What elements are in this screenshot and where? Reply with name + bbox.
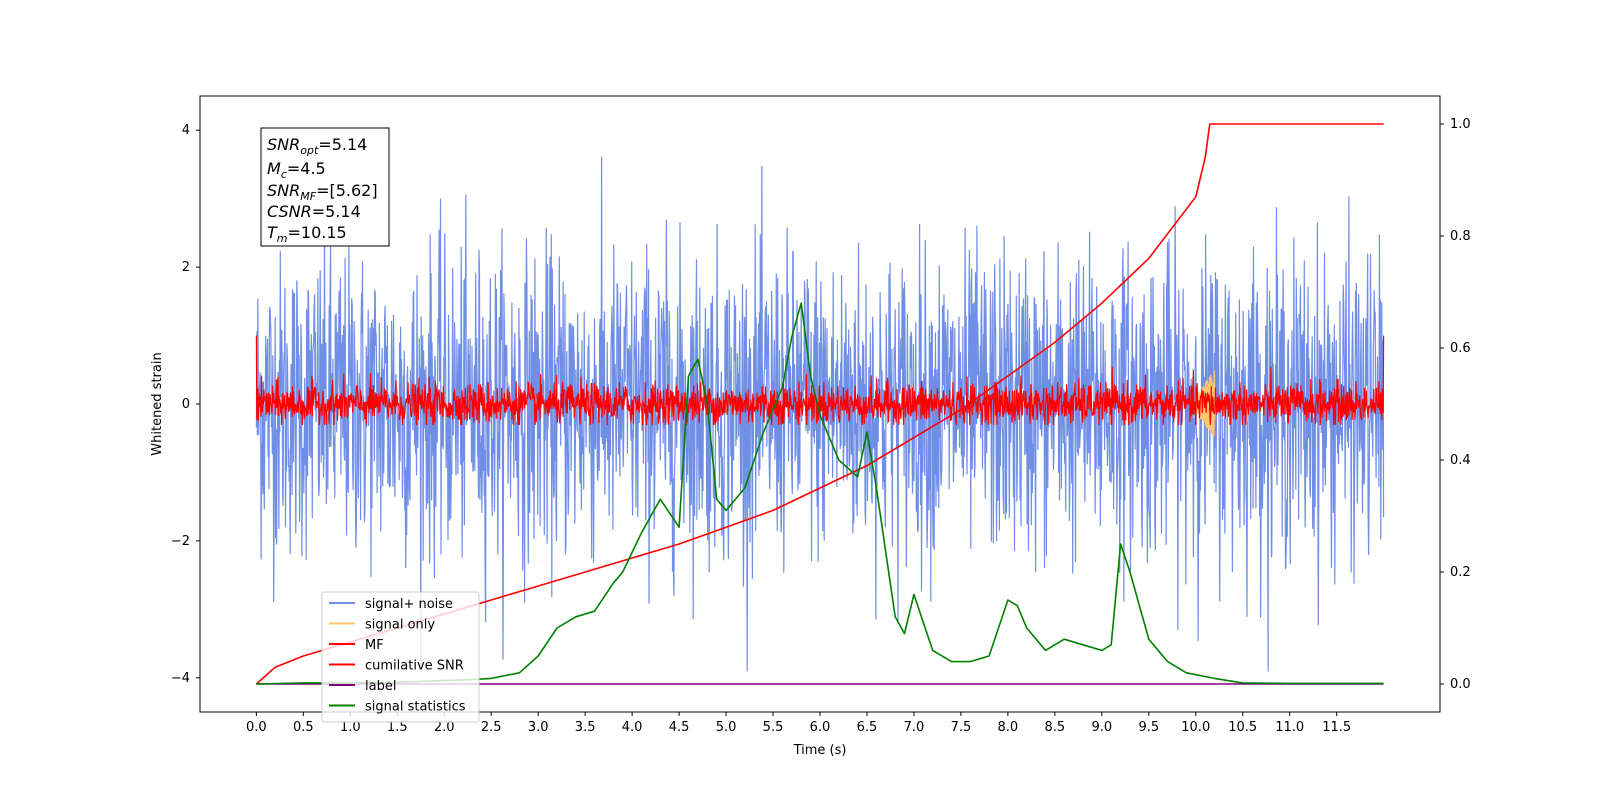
x-tick-label: 2.5 [481,720,502,735]
x-tick-label: 0.5 [293,720,314,735]
x-tick-label: 3.5 [575,720,596,735]
y2-tick-label: 0.4 [1450,453,1471,468]
legend-label-cumilative-snr: cumilative SNR [365,659,464,674]
y-axis-label: Whitened strain [150,352,165,455]
series-signal-noise [255,156,1385,672]
annotation-mc: Mc=4.5 [267,159,326,181]
legend: signal+ noise signal only MF cumilative SNR… [321,591,480,723]
x-tick-label: 1.0 [340,720,361,735]
annotation-csnr: CSNR=5.14 [267,202,361,221]
x-tick-label: 10.0 [1181,720,1210,735]
y-tick-label: −4 [171,671,190,686]
x-tick-label: 7.0 [904,720,925,735]
legend-box [321,591,480,723]
legend-label-signal-noise: signal+ noise [365,597,453,612]
x-tick-label: 6.0 [810,720,831,735]
y-tick-label: 4 [182,123,190,138]
x-tick-label: 5.0 [716,720,737,735]
x-tick-label: 4.0 [622,720,643,735]
x-tick-label: 11.5 [1322,720,1351,735]
x-tick-label: 9.0 [1091,720,1112,735]
series-mf [255,335,1385,426]
y-tick-label: −2 [171,534,190,549]
x-tick-label: 6.5 [857,720,878,735]
x-tick-label: 1.5 [387,720,408,735]
x-tick-label: 5.5 [763,720,784,735]
y-tick-label: 0 [182,397,190,412]
y2-tick-label: 0.8 [1450,229,1471,244]
x-tick-label: 7.5 [951,720,972,735]
x-tick-label: 4.5 [669,720,690,735]
x-tick-label: 10.5 [1228,720,1257,735]
x-tick-label: 9.5 [1138,720,1159,735]
annotation-box: SNRopt=5.14 Mc=4.5 SNRMF=[5.62] CSNR=5.1… [260,127,390,247]
x-axis: 0.0 0.5 1.0 1.5 2.0 2.5 3.0 3.5 4.0 4.5 5.0 5.5 6.0 6… [246,712,1351,735]
legend-label-signal-only: signal only [365,618,435,633]
x-tick-label: 0.0 [246,720,267,735]
x-tick-label: 2.0 [434,720,455,735]
y-axis-right: 1.0 0.8 0.6 0.4 0.2 0.0 [1440,117,1471,692]
y2-tick-label: 0.2 [1450,565,1471,580]
y-tick-label: 2 [182,260,190,275]
annotation-snr-mf: SNRMF=[5.62] [267,181,378,203]
legend-label-label: label [365,679,396,694]
annotation-snr-opt: SNRopt=5.14 [267,135,367,157]
y2-tick-label: 0.0 [1450,677,1471,692]
legend-label-mf: MF [365,638,384,653]
y2-tick-label: 1.0 [1450,117,1471,132]
x-tick-label: 11.0 [1275,720,1304,735]
series-signal-statistics [256,302,1384,685]
y-axis-left: 4 2 0 −2 −4 [171,123,200,686]
legend-label-signal-statistics: signal statistics [365,700,466,715]
annotation-tm: Tm=10.15 [267,223,347,245]
y2-tick-label: 0.6 [1450,341,1471,356]
x-tick-label: 8.0 [998,720,1019,735]
x-tick-label: 3.0 [528,720,549,735]
x-tick-label: 8.5 [1045,720,1066,735]
x-axis-label: Time (s) [793,743,847,758]
